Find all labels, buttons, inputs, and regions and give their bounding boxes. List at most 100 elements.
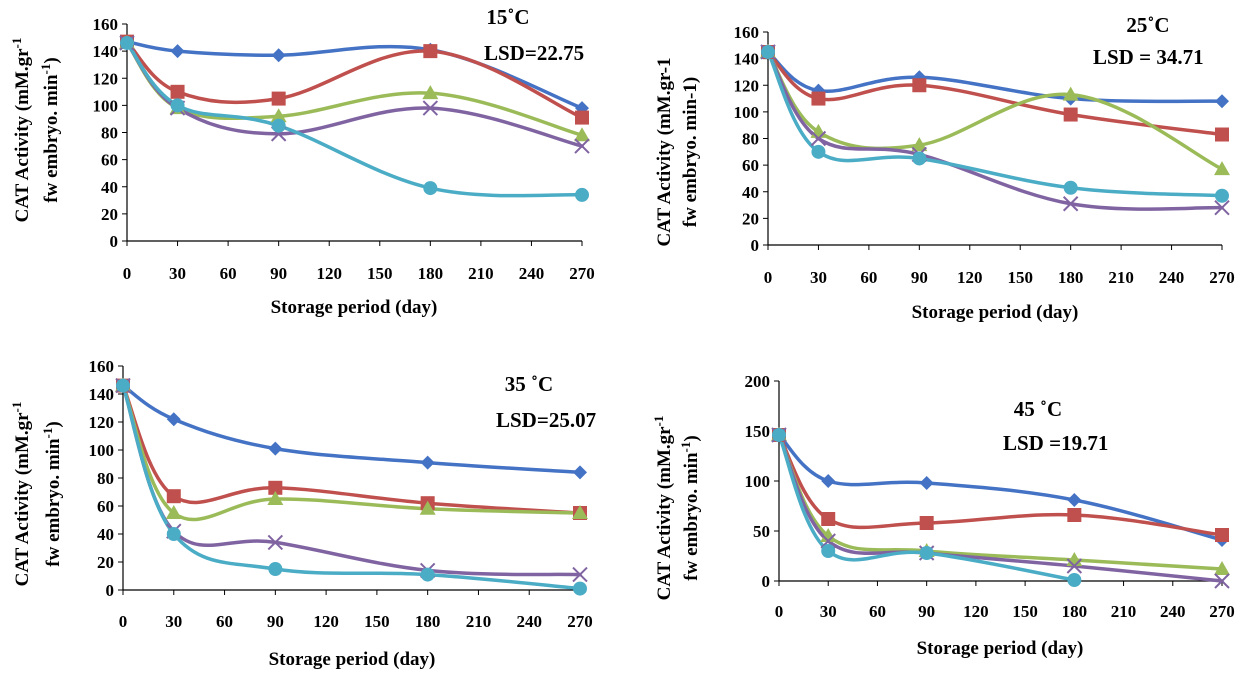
x-tick-label: 240 — [516, 612, 542, 631]
x-tick-label: 270 — [569, 264, 595, 283]
y-tick-label: 160 — [93, 15, 119, 34]
data-point-series-5 — [821, 544, 836, 558]
x-tick-label: 270 — [567, 612, 593, 631]
temperature-annotation: 35 ˚C — [505, 372, 553, 396]
data-point-series-5 — [116, 378, 130, 393]
data-point-series-5 — [271, 118, 286, 133]
data-point-series-4 — [422, 100, 439, 116]
y-tick-label: 140 — [93, 42, 119, 61]
y-tick-label: 0 — [106, 581, 115, 600]
x-tick-label: 150 — [1012, 602, 1038, 621]
x-tick-label: 240 — [519, 264, 545, 283]
x-tick-label: 150 — [1007, 268, 1033, 287]
data-point-series-1 — [1215, 94, 1229, 109]
x-axis-title: Storage period (day) — [917, 638, 1084, 659]
data-point-series-4 — [267, 534, 284, 551]
data-point-series-2 — [811, 91, 826, 106]
data-point-series-2 — [423, 44, 438, 59]
series-line-1 — [777, 433, 1224, 542]
data-point-series-2 — [912, 78, 927, 93]
series-line-2 — [777, 433, 1224, 537]
x-tick-label: 120 — [316, 264, 342, 283]
x-tick-label: 150 — [367, 264, 393, 283]
x-tick-label: 30 — [810, 268, 827, 287]
x-tick-label: 180 — [418, 264, 444, 283]
data-point-series-2 — [575, 110, 589, 125]
data-point-series-1 — [821, 474, 836, 488]
y-tick-label: 120 — [89, 413, 115, 432]
x-tick-label: 120 — [957, 268, 983, 287]
x-tick-label: 0 — [119, 612, 128, 631]
y-axis-title-line-2: fw embryo. min-1) — [680, 77, 701, 227]
lsd-annotation: LSD = 34.71 — [1093, 45, 1204, 69]
x-tick-label: 60 — [869, 602, 886, 621]
data-point-series-5 — [912, 151, 927, 166]
y-tick-label: 100 — [734, 103, 760, 122]
y-tick-label: 80 — [101, 124, 118, 143]
data-point-series-5 — [1067, 573, 1082, 587]
series-line-5 — [125, 41, 584, 198]
y-tick-label: 140 — [89, 385, 115, 404]
y-tick-label: 100 — [93, 96, 119, 115]
series-line-1 — [766, 50, 1224, 104]
lsd-annotation: LSD =19.71 — [1003, 431, 1108, 455]
y-tick-label: 60 — [97, 497, 114, 516]
temperature-annotation: 45 ˚C — [1014, 397, 1062, 421]
y-axis-title-line-2: fw embryo. min-1) — [678, 435, 702, 580]
data-point-series-1 — [271, 48, 286, 63]
y-tick-label: 50 — [753, 522, 770, 541]
x-tick-label: 270 — [1209, 602, 1235, 621]
x-tick-label: 240 — [1159, 268, 1185, 287]
data-point-series-4 — [810, 130, 827, 147]
data-point-series-2 — [1215, 528, 1229, 542]
y-tick-label: 20 — [101, 205, 118, 224]
data-point-series-3 — [267, 491, 284, 505]
x-tick-label: 120 — [313, 612, 339, 631]
temperature-annotation: 25˚C — [1126, 13, 1169, 37]
y-tick-label: 200 — [745, 372, 771, 391]
y-tick-label: 40 — [101, 178, 118, 197]
y-axis-title-line-1: CAT Activity (mM.gr-1 — [654, 57, 675, 246]
data-point-series-3 — [911, 137, 928, 152]
data-point-series-2 — [268, 480, 283, 495]
data-point-series-5 — [573, 581, 587, 596]
data-point-series-3 — [574, 127, 590, 142]
x-tick-label: 30 — [169, 264, 186, 283]
data-point-series-4 — [1214, 200, 1230, 216]
x-tick-label: 210 — [466, 612, 492, 631]
data-point-series-5 — [772, 428, 786, 442]
x-axis-title: Storage period (day) — [912, 302, 1079, 323]
y-tick-label: 150 — [745, 422, 771, 441]
data-point-series-3 — [270, 108, 287, 123]
data-point-series-3 — [572, 505, 588, 519]
series-line-5 — [766, 50, 1224, 198]
x-tick-label: 240 — [1160, 602, 1186, 621]
y-tick-label: 0 — [110, 232, 119, 251]
x-tick-label: 90 — [270, 264, 287, 283]
data-point-series-5 — [1215, 188, 1229, 203]
x-tick-label: 180 — [1058, 268, 1084, 287]
x-tick-label: 210 — [1111, 602, 1137, 621]
x-tick-label: 270 — [1209, 268, 1235, 287]
data-point-series-1 — [573, 465, 587, 480]
x-tick-label: 150 — [364, 612, 390, 631]
series-line-3 — [766, 50, 1224, 171]
x-tick-label: 0 — [123, 264, 132, 283]
y-tick-label: 20 — [742, 209, 759, 228]
series-line-2 — [766, 50, 1224, 137]
y-tick-label: 40 — [97, 525, 114, 544]
data-point-series-3 — [165, 505, 182, 519]
data-point-series-2 — [166, 489, 181, 504]
y-tick-label: 60 — [101, 151, 118, 170]
data-point-series-5 — [811, 144, 826, 159]
data-point-series-2 — [821, 512, 836, 526]
series-line-5 — [777, 433, 1077, 582]
series-line-4 — [766, 50, 1224, 211]
data-point-series-1 — [1067, 493, 1082, 507]
y-tick-label: 160 — [89, 357, 115, 376]
x-tick-label: 60 — [220, 264, 237, 283]
data-point-series-5 — [423, 181, 438, 196]
data-point-series-5 — [120, 35, 134, 50]
x-tick-label: 30 — [165, 612, 182, 631]
data-point-series-5 — [420, 567, 435, 582]
